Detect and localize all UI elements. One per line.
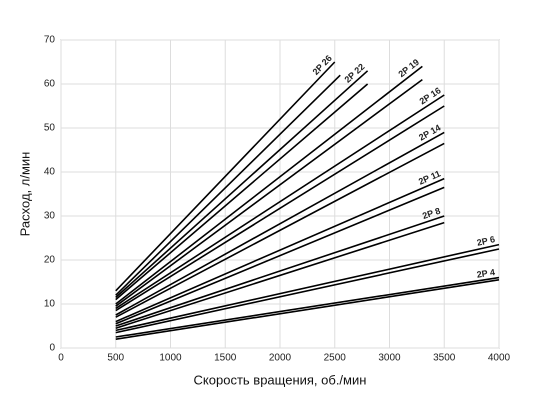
x-axis-title: Скорость вращения, об./мин [194,372,367,387]
data-line [115,74,341,296]
x-tick-label: 1000 [159,353,182,364]
line-label: 2P 4 [476,267,496,280]
y-tick-label: 10 [44,299,56,310]
y-tick-label: 20 [44,255,56,266]
data-line [115,279,500,340]
data-line [115,70,369,298]
data-line [115,215,445,327]
data-line [115,243,500,332]
line-label: 2P 6 [476,234,496,248]
x-tick-label: 2500 [324,353,347,364]
x-tick-label: 4000 [488,353,511,364]
y-tick-label: 40 [44,167,56,178]
y-axis-title: Расход, л/мин [17,152,32,237]
x-tick-label: 0 [58,353,64,364]
y-tick-label: 50 [44,123,56,134]
x-tick-label: 2000 [269,353,292,364]
y-tick-label: 30 [44,211,56,222]
data-line [115,131,445,316]
y-tick-label: 60 [44,79,56,90]
x-tick-label: 3500 [433,353,456,364]
x-tick-label: 1500 [214,353,237,364]
data-line [115,142,445,318]
data-line [115,78,423,307]
data-line [115,186,445,325]
x-tick-label: 3000 [378,353,401,364]
data-line [115,276,500,338]
data-line [115,61,336,292]
data-line [115,65,423,305]
y-tick-label: 70 [44,35,56,46]
data-line [115,248,500,334]
data-line [115,94,445,310]
x-tick-label: 500 [107,353,124,364]
y-tick-label: 0 [49,343,55,354]
data-line [115,83,369,301]
data-line [115,221,445,329]
data-line [115,177,445,323]
data-line [115,105,445,312]
